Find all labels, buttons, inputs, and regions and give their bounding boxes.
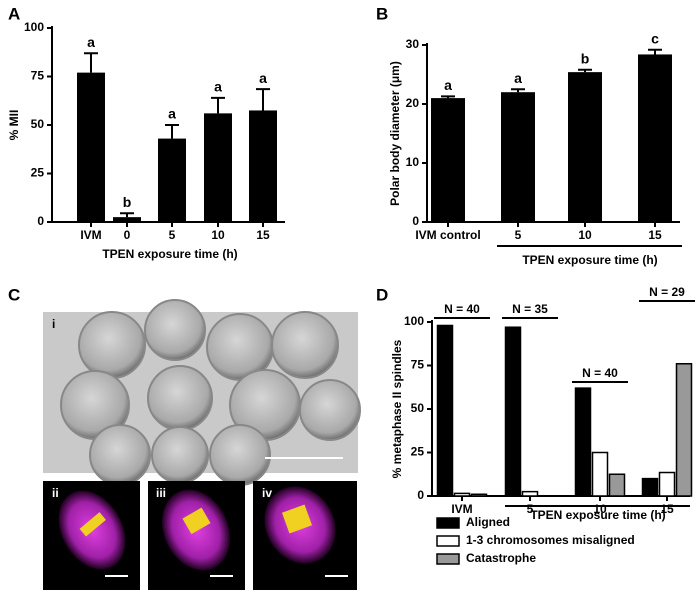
panel-label: A [8,4,20,23]
y-tick-label: 20 [406,96,420,110]
error-bar [211,96,225,114]
y-tick-label: 100 [404,314,424,328]
error-bar [441,95,455,99]
y-tick-label: 0 [412,214,419,228]
sample-size: N = 29 [649,285,685,299]
x-tick-label: 15 [648,228,662,242]
micrographs [43,299,361,590]
chromosomes [281,504,313,534]
error-bar [120,212,134,218]
bar [608,473,626,497]
y-tick-label: 25 [411,445,425,459]
significance-letter: a [514,70,522,86]
legend-label: Catastrophe [466,551,536,565]
sample-size: N = 35 [512,302,548,316]
x-axis-label: TPEN exposure time (h) [522,253,657,267]
significance-letter: a [214,79,222,95]
y-tick-label: 10 [406,155,420,169]
significance-letter: a [87,34,95,50]
significance-letter: a [259,70,267,86]
bar [453,492,471,497]
image-label: ii [52,486,59,500]
x-tick-label: 5 [515,228,522,242]
significance-letter: a [168,106,176,122]
bar [158,138,186,222]
x-axis-label: TPEN exposure time (h) [102,247,237,261]
error-bar [84,52,98,73]
y-tick-label: 75 [411,358,425,372]
bar [249,110,277,222]
y-tick-label: 0 [37,214,44,228]
error-bar [165,124,179,139]
significance-letter: a [444,77,452,93]
bar [574,387,592,497]
panel-label: D [376,285,388,304]
x-tick-label: 10 [211,228,225,242]
error-bar [511,88,525,93]
x-tick-label: 15 [256,228,270,242]
bar [521,490,539,497]
oocytes [60,299,361,486]
bar [77,72,105,223]
bar [204,113,232,222]
bar [638,54,672,222]
x-tick-label: 10 [578,228,592,242]
y-tick-label: 30 [406,37,420,51]
significance-letter: b [581,50,590,66]
image-label: i [52,317,55,331]
y-tick-label: 0 [417,488,424,502]
bar [113,217,141,222]
bar [675,363,693,497]
bar [501,92,535,222]
y-axis-label: % metaphase II spindles [390,339,404,478]
y-tick-label: 100 [24,20,44,34]
x-axis-label: TPEN exposure time (h) [530,508,665,522]
error-bar [256,88,270,111]
y-axis-label: % MII [7,110,21,141]
error-bar [578,68,592,73]
sample-size: N = 40 [582,366,618,380]
bar [504,326,522,497]
bar [641,477,659,497]
bar [591,451,609,497]
chromosomes [79,512,106,537]
x-tick-label: 15 [660,502,674,516]
bar [436,324,454,497]
bar [470,493,488,497]
panel-label: B [376,4,388,23]
legend-swatch [436,553,460,565]
bar [431,98,465,222]
x-tick-label: IVM [451,502,472,516]
x-tick-label: 10 [593,502,607,516]
x-tick-label: IVM [80,228,101,242]
chromosomes [182,507,211,535]
y-tick-label: 25 [31,166,45,180]
error-bar [648,48,662,55]
image-label: iii [156,486,166,500]
x-tick-label: 5 [527,502,534,516]
sample-size: N = 40 [444,302,480,316]
legend-label: 1-3 chromosomes misaligned [466,533,635,547]
x-tick-label: 5 [169,228,176,242]
y-tick-label: 50 [31,117,45,131]
significance-letter: b [123,194,132,210]
y-tick-label: 75 [31,69,45,83]
legend-swatch [436,535,460,547]
y-tick-label: 50 [411,401,425,415]
significance-letter: c [651,30,659,46]
image-label: iv [262,486,272,500]
y-axis-label: Polar body diameter (μm) [388,61,402,206]
bar [658,471,676,497]
x-tick-label: IVM control [415,228,480,242]
legend-swatch [436,517,460,529]
legend-label: Aligned [466,515,510,529]
panel-label: C [8,285,20,304]
bar [568,72,602,222]
x-tick-label: 0 [124,228,131,242]
